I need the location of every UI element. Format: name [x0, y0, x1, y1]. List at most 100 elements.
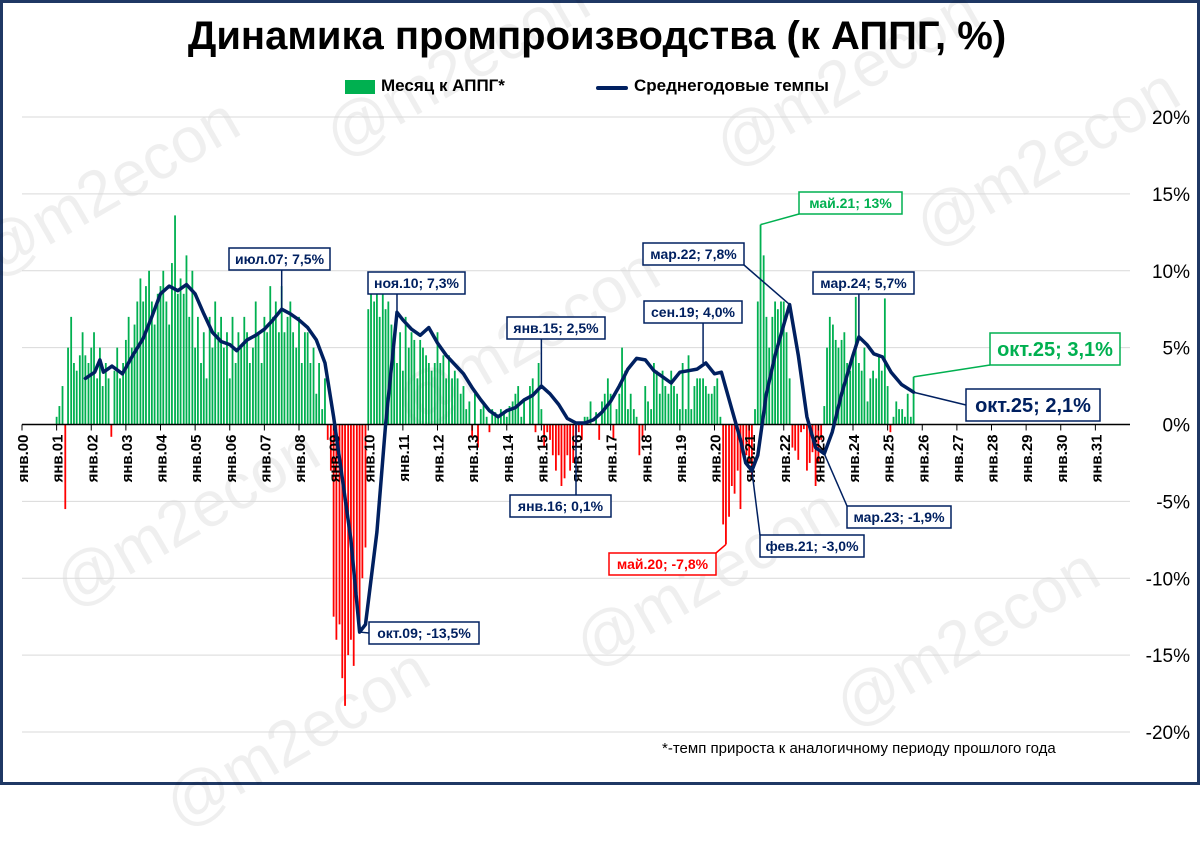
callout-leader	[751, 470, 761, 536]
bar	[641, 424, 644, 440]
bar	[869, 378, 872, 425]
x-tick-label: янв.12	[431, 435, 448, 483]
bar	[482, 401, 485, 425]
callout-box	[989, 332, 1121, 366]
bar	[205, 378, 208, 425]
bar	[200, 363, 202, 425]
x-tick-label: янв.13	[465, 435, 482, 483]
bar	[661, 370, 664, 425]
bar	[756, 301, 759, 425]
x-tick-label: янв.15	[534, 435, 551, 483]
bar	[788, 378, 791, 425]
callout-leader	[760, 213, 800, 226]
bar	[912, 376, 915, 425]
bar	[84, 355, 87, 425]
bar	[880, 370, 883, 425]
bar	[664, 386, 667, 425]
bar	[820, 424, 823, 440]
annotations: июл.07; 7,5% ноя.10; 7,3% янв.15; 2,5% сен.…	[228, 191, 1121, 645]
bar	[828, 316, 831, 425]
callout-box	[798, 191, 903, 215]
bar	[776, 309, 779, 425]
y-tick-label: 0%	[1163, 416, 1191, 437]
bar	[309, 363, 312, 425]
callout-leader	[715, 543, 727, 554]
x-tick-label: янв.14	[500, 434, 517, 483]
bar	[96, 378, 99, 425]
x-tick-label: янв.03	[119, 435, 136, 483]
bar	[226, 332, 228, 425]
x-tick-label: янв.08	[292, 435, 309, 483]
bar	[667, 393, 670, 425]
bar	[344, 424, 346, 706]
bar	[459, 393, 462, 425]
bar	[846, 363, 849, 425]
bar	[179, 278, 182, 425]
callout-label: сен.19; 4,0%	[651, 304, 736, 320]
bar	[638, 424, 641, 456]
bar	[393, 347, 396, 425]
bar	[196, 316, 199, 425]
bar	[159, 286, 162, 425]
bar	[860, 370, 863, 425]
bar	[58, 406, 61, 425]
callout-label: окт.09; -13,5%	[377, 625, 471, 641]
bar	[823, 406, 826, 425]
bar	[699, 378, 701, 425]
bar	[690, 409, 693, 425]
bar	[254, 301, 257, 425]
bar	[373, 301, 376, 425]
bar	[306, 332, 309, 425]
bar	[234, 363, 237, 425]
bar	[142, 301, 145, 425]
bar	[422, 347, 424, 425]
x-tick-label: янв.29	[1019, 435, 1036, 483]
bar	[733, 424, 736, 494]
bar	[802, 424, 805, 430]
bar	[416, 378, 419, 425]
bar	[448, 355, 450, 425]
bar	[202, 332, 205, 425]
bar	[396, 363, 398, 425]
bar	[404, 316, 407, 425]
bar	[710, 393, 713, 425]
bar	[182, 293, 185, 425]
bar	[101, 386, 104, 425]
bar	[520, 416, 523, 425]
y-tick-label: 10%	[1152, 262, 1190, 283]
bar	[655, 370, 658, 425]
x-tick-label: янв.16	[569, 435, 586, 483]
x-tick-label: янв.07	[257, 435, 274, 483]
bar	[78, 355, 81, 425]
bar	[676, 393, 679, 425]
bar	[736, 424, 739, 471]
bar	[122, 363, 125, 425]
y-tick-label: -15%	[1146, 646, 1190, 667]
bar	[75, 370, 78, 425]
bar	[557, 424, 560, 456]
grid-lines	[22, 116, 1130, 733]
bar	[762, 255, 765, 425]
bar	[341, 424, 344, 679]
bar	[832, 324, 834, 425]
bar	[702, 378, 704, 425]
callout-box	[759, 534, 865, 558]
bar	[260, 363, 263, 425]
bar	[529, 386, 531, 425]
bar	[534, 424, 537, 433]
callout-leader	[823, 453, 848, 507]
bar	[765, 316, 768, 425]
bar	[647, 401, 649, 425]
bar	[494, 412, 497, 425]
bar	[326, 424, 329, 440]
bar	[381, 293, 384, 425]
bar	[583, 416, 586, 425]
bar	[834, 339, 837, 425]
bar	[150, 301, 153, 425]
bar	[632, 409, 635, 425]
bar	[745, 424, 748, 456]
bar	[321, 409, 324, 425]
bar	[722, 424, 725, 525]
bar	[257, 332, 260, 425]
bar	[136, 301, 139, 425]
